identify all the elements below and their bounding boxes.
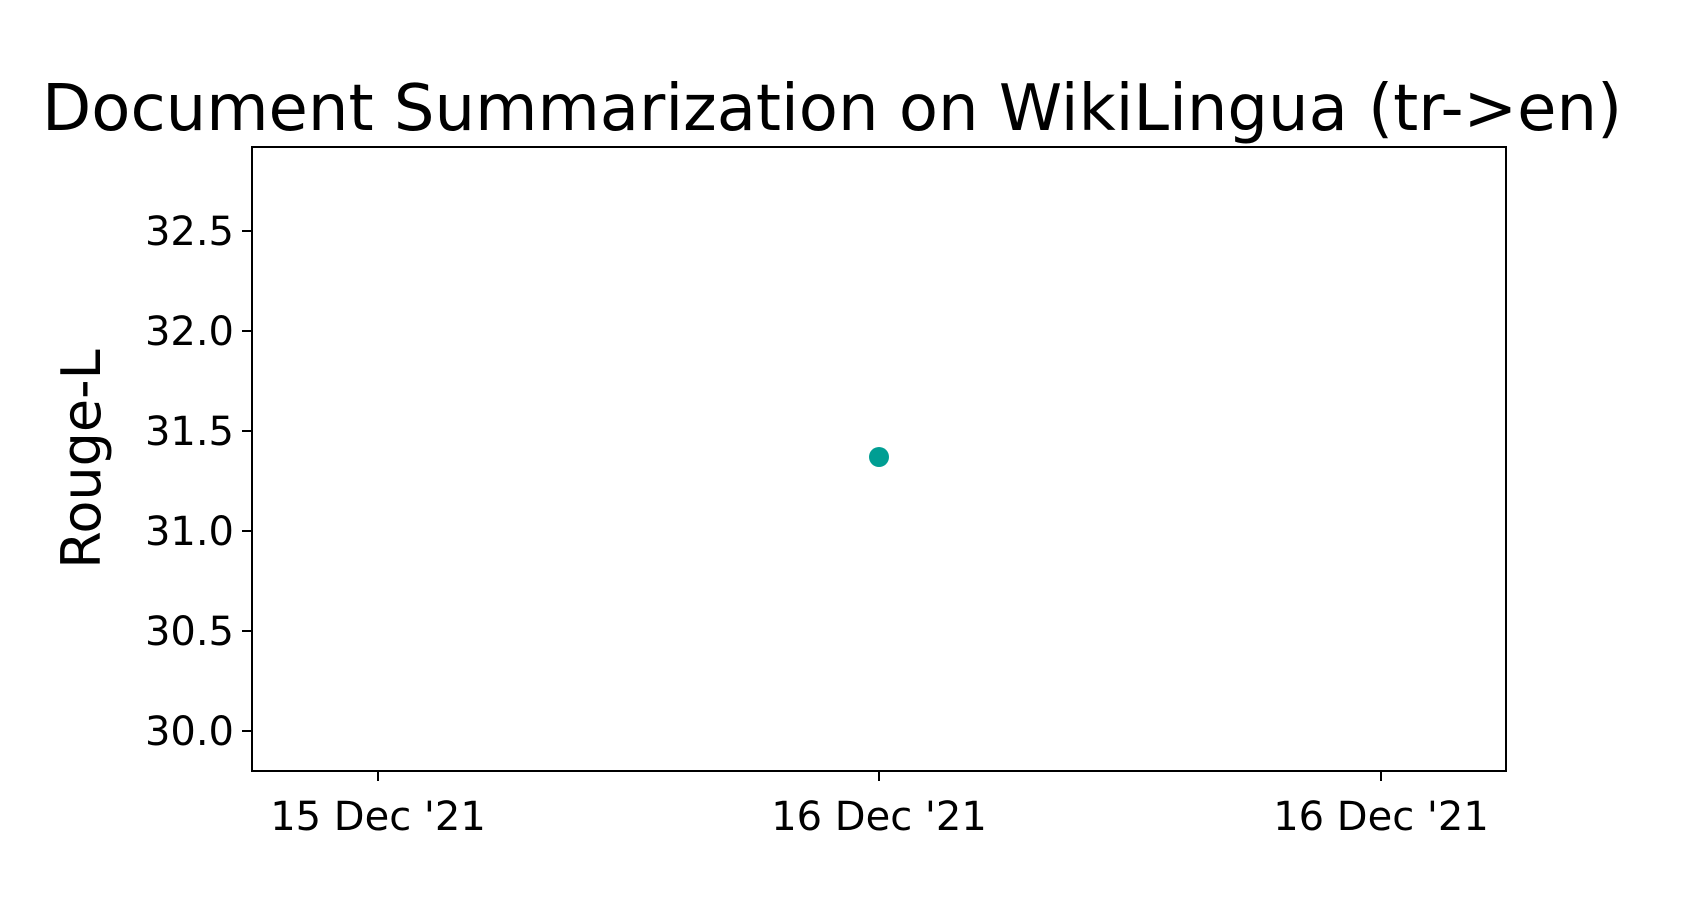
x-tick-label: 15 Dec '21 (270, 794, 486, 840)
y-tick-label: 32.0 (145, 309, 234, 355)
x-axis: 15 Dec '21 16 Dec '21 16 Dec '21 (270, 771, 1489, 840)
y-tick-label: 30.5 (145, 609, 234, 655)
y-tick-label: 31.5 (145, 409, 234, 455)
y-axis: 30.0 30.5 31.0 31.5 32.0 32.5 (145, 209, 252, 755)
y-tick-label: 32.5 (145, 209, 234, 255)
y-tick-label: 31.0 (145, 509, 234, 555)
y-tick-label: 30.0 (145, 709, 234, 755)
x-tick-label: 16 Dec '21 (1273, 794, 1489, 840)
chart-title: Document Summarization on WikiLingua (tr… (42, 72, 1622, 146)
x-tick-label: 16 Dec '21 (771, 794, 987, 840)
data-points (869, 447, 889, 467)
y-axis-label: Rouge-L (50, 349, 113, 568)
data-point (869, 447, 889, 467)
